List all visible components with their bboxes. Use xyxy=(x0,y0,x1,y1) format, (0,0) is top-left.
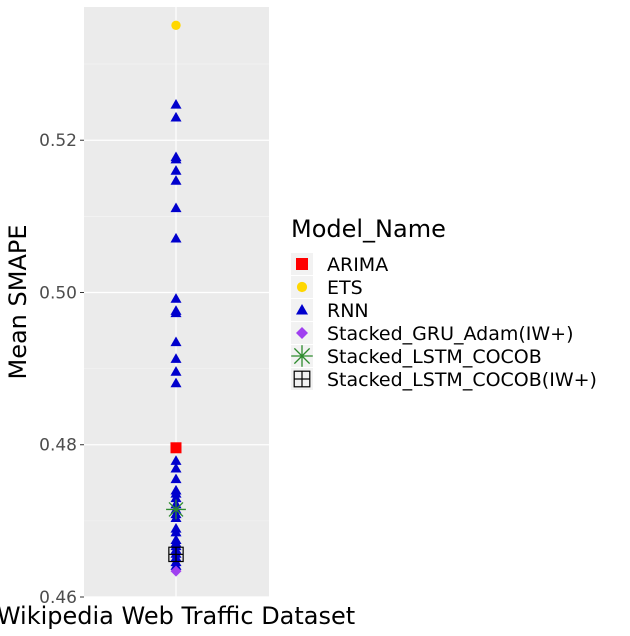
stacked-gru-adam-iw-point xyxy=(170,565,182,577)
rnn-point xyxy=(170,473,182,484)
legend-key xyxy=(291,345,313,367)
rnn-point xyxy=(170,560,182,570)
y-tick-label: 0.46 xyxy=(39,588,77,608)
rnn-point xyxy=(170,377,182,388)
legend: Model_Name ARIMAETSRNNStacked_GRU_Adam(I… xyxy=(291,215,597,391)
rnn-point xyxy=(170,293,182,303)
legend-key xyxy=(296,304,308,315)
legend-label: ARIMA xyxy=(327,254,388,276)
arima-point xyxy=(170,442,182,454)
ets-point xyxy=(171,20,181,30)
rnn-point xyxy=(170,462,182,473)
asterisk-stroke xyxy=(168,501,184,517)
rnn-point xyxy=(170,165,182,175)
legend-key xyxy=(293,370,311,388)
rnn-point xyxy=(170,353,182,363)
rnn-point xyxy=(170,492,182,503)
y-axis-title: Mean SMAPE xyxy=(4,224,32,379)
y-tick-label: 0.52 xyxy=(39,131,77,151)
legend-key xyxy=(296,258,308,270)
rnn-point xyxy=(170,232,182,243)
rnn-point xyxy=(170,175,182,185)
data-points xyxy=(166,20,186,577)
y-tick-label: 0.50 xyxy=(39,283,77,303)
y-tick-label: 0.48 xyxy=(39,436,77,456)
legend-key xyxy=(296,281,308,293)
rnn-point xyxy=(170,526,182,537)
legend-label: ETS xyxy=(327,277,363,299)
legend-label: RNN xyxy=(327,300,369,322)
stacked-lstm-cocob-iw-point xyxy=(168,546,184,563)
legend-title: Model_Name xyxy=(291,215,446,243)
stacked-lstm-cocob-point xyxy=(166,499,186,520)
asterisk-stroke xyxy=(293,347,311,365)
rnn-point xyxy=(170,98,182,109)
rnn-point xyxy=(170,153,182,164)
x-tick-label: Wikipedia Web Traffic Dataset xyxy=(0,602,355,630)
legend-label: Stacked_LSTM_COCOB xyxy=(327,346,542,368)
legend-label: Stacked_GRU_Adam(IW+) xyxy=(327,323,574,345)
rnn-point xyxy=(170,336,182,347)
rnn-point xyxy=(170,455,182,465)
y-axis: 0.46 0.48 0.50 0.52 xyxy=(39,131,84,608)
legend-key xyxy=(296,327,308,339)
rnn-point xyxy=(170,307,182,318)
rnn-point xyxy=(170,202,182,213)
legend-label: Stacked_LSTM_COCOB(IW+) xyxy=(327,369,597,391)
rnn-point xyxy=(170,366,182,376)
rnn-point xyxy=(170,111,182,122)
